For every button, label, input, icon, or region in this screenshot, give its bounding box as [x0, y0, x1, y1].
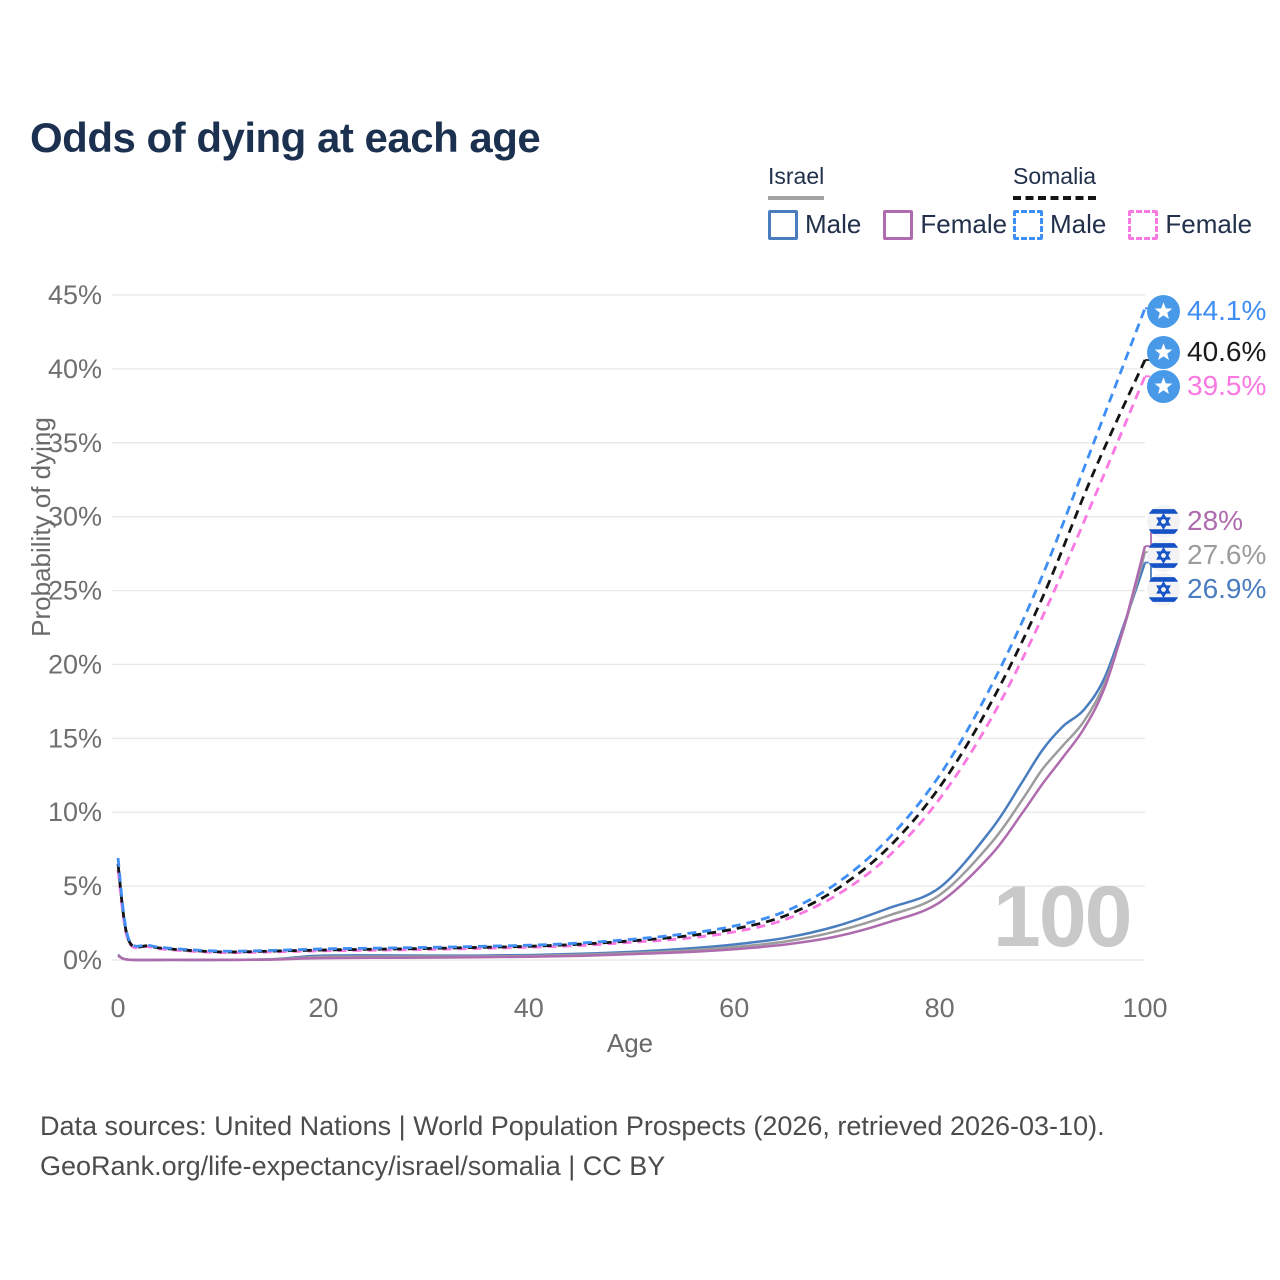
end-label-value: 44.1% — [1187, 295, 1267, 326]
y-tick-label: 45% — [48, 280, 102, 310]
x-tick-label: 0 — [110, 993, 125, 1023]
series-somalia_both-line[interactable] — [116, 359, 1147, 954]
somalia-flag-icon — [1147, 295, 1180, 328]
x-tick-label: 40 — [514, 993, 544, 1023]
israel-flag-icon — [1147, 539, 1180, 572]
legend-group-israel: Israel Male Female — [768, 163, 1029, 240]
x-tick-label: 60 — [719, 993, 749, 1023]
legend-country-israel[interactable]: Israel — [768, 163, 825, 200]
series-israel_male-line[interactable] — [117, 562, 1147, 962]
somalia-male-swatch-icon[interactable] — [1013, 209, 1043, 240]
end-label-somalia_female: 39.5% — [1147, 369, 1266, 403]
x-tick-label: 20 — [308, 993, 338, 1023]
somalia-female-swatch-icon[interactable] — [1128, 209, 1159, 240]
somalia-flag-icon — [1147, 336, 1180, 369]
end-label-israel_male: 26.9% — [1147, 572, 1266, 606]
israel-female-swatch-icon[interactable] — [883, 209, 914, 240]
end-label-israel_female: 28% — [1147, 504, 1243, 538]
y-tick-label: 0% — [63, 945, 102, 975]
end-label-value: 26.9% — [1187, 573, 1267, 604]
end-label-value: 40.6% — [1187, 336, 1267, 367]
somalia-flag-icon — [1147, 370, 1180, 403]
end-label-value: 28% — [1187, 505, 1244, 536]
y-tick-label: 5% — [63, 871, 102, 901]
x-axis-title: Age — [607, 1028, 653, 1058]
end-label-somalia_male: 44.1% — [1147, 294, 1266, 328]
israel-flag-icon — [1147, 573, 1180, 606]
legend-somalia-male-label[interactable]: Male — [1050, 209, 1107, 239]
series-israel_female-line[interactable] — [117, 545, 1147, 962]
series-israel_both-line[interactable] — [117, 551, 1147, 962]
series-somalia_female-line[interactable] — [116, 375, 1147, 955]
footer-attribution: GeoRank.org/life-expectancy/israel/somal… — [40, 1151, 666, 1181]
x-tick-label: 80 — [925, 993, 955, 1023]
y-axis-title: Probability of dying — [26, 417, 56, 637]
end-label-value: 27.6% — [1187, 539, 1267, 570]
page-title: Odds of dying at each age — [30, 114, 541, 162]
age-watermark: 100 — [993, 869, 1132, 965]
israel-flag-icon — [1147, 505, 1180, 538]
israel-male-swatch-icon[interactable] — [768, 209, 798, 240]
y-tick-label: 15% — [48, 723, 102, 753]
y-tick-label: 40% — [48, 354, 102, 384]
legend-country-somalia[interactable]: Somalia — [1013, 163, 1097, 200]
series-somalia_male-line[interactable] — [116, 307, 1147, 953]
legend-somalia-female-label[interactable]: Female — [1165, 209, 1253, 239]
y-tick-label: 30% — [48, 502, 102, 532]
y-tick-label: 20% — [48, 649, 102, 679]
footer-data-sources: Data sources: United Nations | World Pop… — [40, 1111, 1105, 1141]
y-tick-label: 25% — [48, 576, 102, 606]
legend-israel-male-label[interactable]: Male — [805, 209, 862, 239]
legend-israel-female-label[interactable]: Female — [920, 209, 1008, 239]
footer: Data sources: United Nations | World Pop… — [40, 1106, 1105, 1186]
y-tick-label: 10% — [48, 797, 102, 827]
legend-group-somalia: Somalia Male Female — [1013, 163, 1274, 240]
end-label-somalia_both: 40.6% — [1147, 335, 1266, 369]
x-tick-label: 100 — [1122, 993, 1167, 1023]
y-tick-label: 35% — [48, 428, 102, 458]
end-label-israel_both: 27.6% — [1147, 538, 1266, 572]
end-label-value: 39.5% — [1187, 370, 1267, 401]
